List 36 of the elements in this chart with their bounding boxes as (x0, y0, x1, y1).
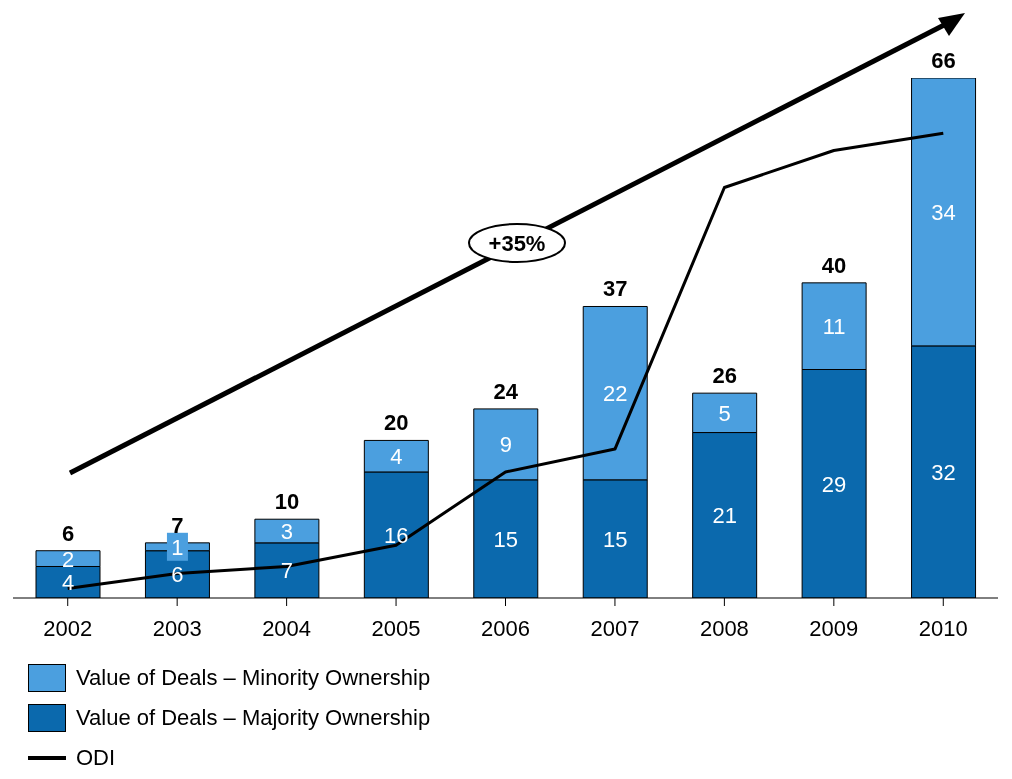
x-tick-label: 2010 (918, 615, 968, 641)
x-tick-label: 2006 (481, 615, 530, 641)
data-label: 22 (602, 381, 628, 407)
x-tick-label: 2008 (699, 615, 749, 641)
x-tick-label: 2005 (371, 615, 421, 641)
data-label: 21 (712, 503, 737, 529)
total-label: 24 (493, 378, 519, 404)
data-label: 4 (390, 444, 403, 470)
data-label: 2 (61, 546, 75, 572)
data-label: 4 (61, 570, 75, 596)
total-label: 10 (274, 489, 300, 515)
legend-label: Value of Deals – Minority Ownership (76, 665, 431, 691)
x-tick-label: 2003 (152, 615, 202, 641)
total-label: 6 (61, 520, 75, 546)
data-label: 15 (493, 526, 519, 552)
legend-label: Value of Deals – Majority Ownership (76, 705, 431, 731)
x-tick-label: 2007 (590, 615, 640, 641)
data-label: 34 (931, 199, 956, 225)
legend-label: ODI (76, 745, 116, 771)
data-label: 3 (280, 519, 294, 545)
annotation: +35% (488, 231, 546, 256)
data-label: 9 (499, 432, 512, 458)
data-label: 5 (718, 400, 731, 426)
data-label: 16 (384, 522, 409, 548)
total-label: 20 (384, 410, 409, 436)
total-label: 37 (602, 276, 628, 302)
x-tick-label: 2004 (262, 615, 312, 641)
x-tick-label: 2002 (43, 615, 93, 641)
x-tick-label: 2009 (809, 615, 859, 641)
data-label: 32 (931, 459, 956, 485)
data-label: 15 (602, 526, 628, 552)
total-label: 40 (821, 252, 847, 278)
total-label: 66 (931, 48, 956, 73)
data-label: 11 (822, 314, 846, 340)
data-label: 29 (821, 471, 847, 497)
total-label: 26 (712, 363, 737, 389)
